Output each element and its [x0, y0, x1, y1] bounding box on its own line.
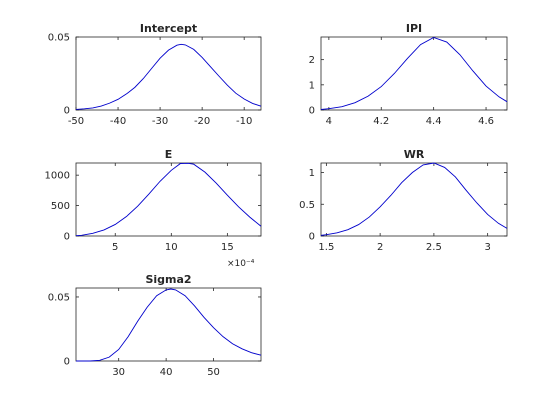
axes-box: [320, 162, 508, 237]
axes-box: [75, 287, 262, 362]
subplot-e: 5 10 15 0 500 1000 E ×10⁻⁴: [45, 148, 262, 269]
subplot-title: WR: [404, 148, 425, 161]
axes-box: [75, 36, 262, 111]
x-tick-label: -30: [152, 116, 168, 127]
x-tick-label: 10: [165, 242, 178, 253]
x-tick-label: 4.2: [373, 116, 389, 127]
x-tick-label: 40: [160, 367, 173, 378]
y-tick-label: 0.5: [299, 200, 315, 211]
x-tick-label: 5: [112, 242, 118, 253]
x-tick-label: 2.5: [426, 242, 442, 253]
density-line: [320, 37, 508, 110]
subplot-title: IPI: [406, 22, 422, 35]
density-line: [76, 288, 262, 362]
x-tick-label: -10: [236, 116, 252, 127]
subplot-title: E: [165, 148, 173, 161]
y-tick-label: 0: [64, 232, 70, 243]
axes-box: [320, 36, 508, 111]
y-tick-label: 1: [309, 168, 315, 179]
subplot-sigma2: 30 40 50 0 0.05 Sigma2: [48, 273, 262, 378]
x-tick-label: 15: [221, 242, 234, 253]
density-line: [75, 162, 262, 237]
x-tick-label: 2: [377, 242, 383, 253]
x-tick-label: 4.6: [478, 116, 494, 127]
subplots: -50 -40 -30 -20 -10 0 0.05 Intercept 4 4.2 4.4 4.6 0…: [45, 22, 508, 378]
y-tick-label: 0: [64, 106, 70, 117]
x-tick-label: 30: [112, 367, 125, 378]
x-tick-label: -50: [68, 116, 84, 127]
x-exponent-label: ×10⁻⁴: [227, 259, 255, 269]
x-tick-label: -20: [194, 116, 210, 127]
y-tick-label: 0: [309, 106, 315, 117]
y-tick-label: 0.05: [48, 292, 70, 303]
y-tick-label: 1: [309, 80, 315, 91]
y-tick-label: 2: [309, 55, 315, 66]
subplot-wr: 1.5 2 2.5 3 0 0.5 1 WR: [299, 148, 508, 253]
x-tick-label: -40: [110, 116, 126, 127]
y-tick-label: 0.05: [48, 33, 70, 44]
subplot-intercept: -50 -40 -30 -20 -10 0 0.05 Intercept: [48, 22, 262, 127]
y-tick-label: 0: [309, 232, 315, 243]
subplot-ipi: 4 4.2 4.4 4.6 0 1 2 IPI: [309, 22, 508, 127]
x-tick-label: 50: [207, 367, 220, 378]
x-tick-label: 4.4: [426, 116, 442, 127]
x-tick-label: 4: [326, 116, 332, 127]
axes-box: [75, 162, 262, 237]
y-tick-label: 1000: [45, 171, 70, 182]
subplot-title: Intercept: [140, 22, 197, 35]
y-tick-label: 0: [64, 357, 70, 368]
subplot-title: Sigma2: [145, 273, 191, 286]
density-line: [75, 43, 262, 110]
y-tick-label: 500: [51, 201, 70, 212]
density-line: [320, 162, 508, 236]
x-tick-label: 3: [484, 242, 490, 253]
x-tick-label: 1.5: [318, 242, 334, 253]
